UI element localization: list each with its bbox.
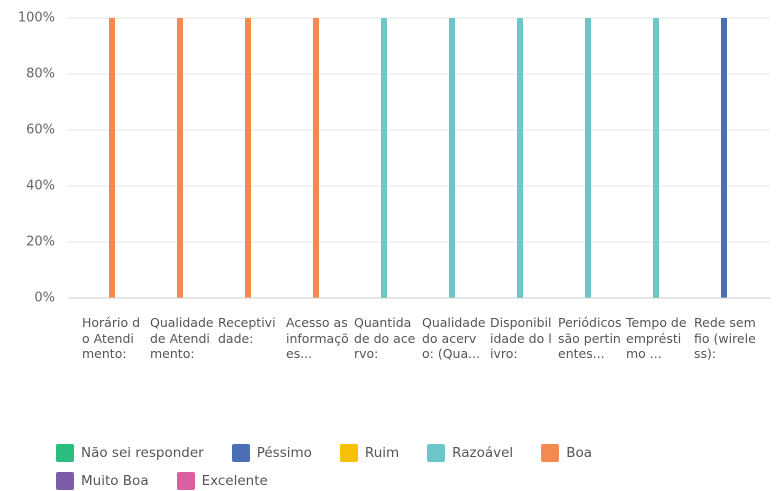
y-tick-label: 40% [26, 179, 55, 194]
legend-item: Não sei responder [56, 443, 204, 463]
legend-label: Excelente [201, 473, 268, 489]
bar-segment [517, 18, 523, 298]
bar-segment [109, 18, 115, 298]
y-tick-label: 0% [34, 291, 55, 306]
x-tick-label: Rede sem fio (wireless): [694, 315, 756, 361]
bar-segment [177, 18, 183, 298]
bar-segment [449, 18, 455, 298]
bar-segment [313, 18, 319, 298]
y-tick-label: 20% [26, 235, 55, 250]
bar-segment [721, 18, 727, 298]
x-tick-label: Disponibilidade do livro: [490, 315, 552, 361]
legend-label: Muito Boa [81, 473, 149, 489]
legend-swatch [427, 444, 446, 462]
x-tick-label: Receptividade: [218, 315, 276, 346]
legend-item: Péssimo [231, 443, 312, 463]
x-tick-label: Horário do Atendimento: [82, 315, 141, 361]
x-tick-label: Qualidade do acervo: (Qua... [422, 315, 486, 361]
legend-swatch [231, 444, 250, 462]
x-tick-label: Qualidade de Atendimento: [150, 315, 214, 361]
legend-swatch [56, 472, 74, 490]
legend-label: Boa [566, 445, 592, 461]
legend-item: Muito Boa [56, 471, 149, 491]
legend-label: Não sei responder [81, 445, 204, 461]
bar-segment [585, 18, 591, 298]
legend-label: Ruim [364, 445, 400, 461]
legend-item: Excelente [176, 471, 268, 491]
legend-swatch [56, 444, 74, 462]
legend-label: Razoável [452, 445, 514, 461]
legend-item: Boa [541, 443, 592, 463]
y-tick-label: 80% [26, 67, 55, 82]
x-tick-label: Quantidade do acervo: [354, 315, 416, 361]
legend-item: Ruim [339, 443, 400, 463]
bar-segment [245, 18, 251, 298]
legend: Não sei responder Péssimo Ruim Razoável Boa M… [56, 443, 706, 491]
bar-segment [653, 18, 659, 298]
bar-segment [381, 18, 387, 298]
x-tick-label: Tempo de empréstimo ... [626, 315, 687, 361]
x-tick-label: Periódicos são pertinentes... [558, 315, 622, 361]
legend-swatch [541, 444, 560, 462]
y-tick-label: 100% [18, 11, 55, 26]
legend-swatch [176, 472, 195, 490]
legend-label: Péssimo [256, 445, 312, 461]
x-tick-label: Acesso as informações... [286, 315, 349, 361]
legend-swatch [339, 444, 358, 462]
legend-item: Razoável [427, 443, 513, 463]
y-tick-label: 60% [26, 123, 55, 138]
